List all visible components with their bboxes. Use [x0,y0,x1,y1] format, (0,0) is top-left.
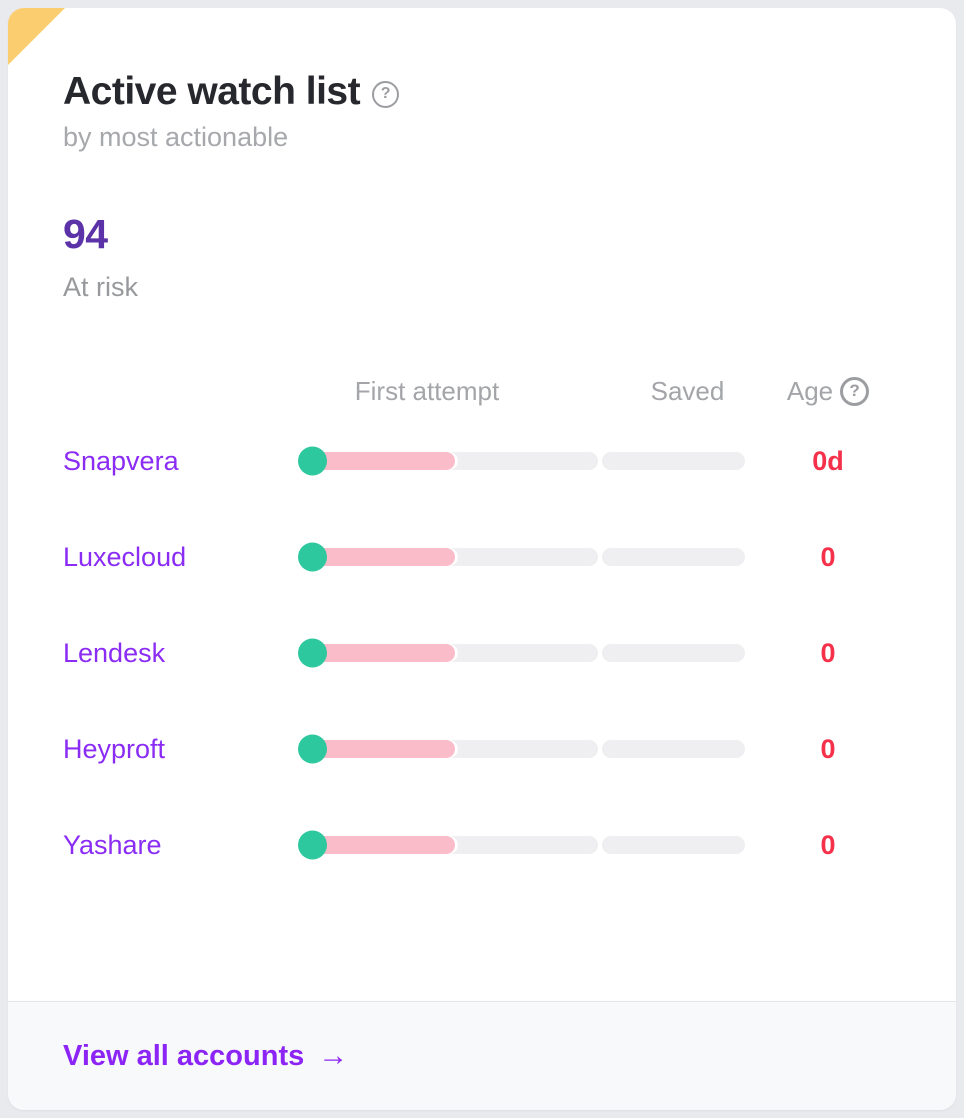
first-attempt-bar [298,830,598,860]
table-header-row: First attempt Saved Age ? [8,369,956,413]
account-name-link[interactable]: Luxecloud [63,541,187,572]
title-help-icon[interactable]: ? [372,80,400,108]
watch-list-table: First attempt Saved Age ? Snapvera 0d [8,369,956,893]
first-attempt-fill [300,644,455,662]
progress-dot-icon [298,638,327,668]
progress-dot-icon [298,542,327,572]
at-risk-label: At risk [63,272,139,302]
saved-bar [602,740,745,758]
progress-dot-icon [298,734,327,764]
page-title: Active watch list [63,70,361,113]
saved-column-header: Saved [650,375,725,406]
saved-bar [602,836,745,854]
saved-bar [602,548,745,566]
age-value: 0 [820,829,836,860]
account-name-link[interactable]: Snapvera [63,445,179,476]
table-row: Lendesk 0 [8,605,956,701]
first-attempt-fill [300,452,455,470]
account-name-link[interactable]: Lendesk [63,637,166,668]
at-risk-count: 94 [63,211,108,257]
view-all-accounts-link[interactable]: View all accounts → [63,1039,348,1073]
saved-bar [602,452,745,470]
age-help-icon[interactable]: ? [840,376,870,406]
first-attempt-fill [300,836,455,854]
table-row: Luxecloud 0 [8,509,956,605]
first-attempt-bar [298,734,598,764]
age-value: 0 [820,541,836,572]
card-footer: View all accounts → [8,1001,956,1110]
table-row: Yashare 0 [8,797,956,893]
first-attempt-column-header: First attempt [354,375,500,406]
arrow-right-icon: → [318,1039,349,1072]
account-name-link[interactable]: Heyproft [63,733,166,764]
age-value: 0 [820,637,836,668]
first-attempt-fill [300,740,455,758]
first-attempt-fill [300,548,455,566]
card-subtitle: by most actionable [63,122,289,152]
first-attempt-bar [298,446,598,476]
first-attempt-bar [298,638,598,668]
account-name-link[interactable]: Yashare [63,829,162,860]
at-risk-stat: 94 At risk [8,153,956,303]
progress-dot-icon [298,446,327,476]
age-value: 0d [812,445,844,476]
card-header: Active watch list ? by most actionable [8,8,956,153]
watch-list-card: Active watch list ? by most actionable 9… [8,8,956,1110]
table-row: Heyproft 0 [8,701,956,797]
age-value: 0 [820,733,836,764]
view-all-accounts-label: View all accounts [63,1039,305,1072]
progress-dot-icon [298,830,327,860]
age-column-header: Age [786,375,834,406]
first-attempt-bar [298,542,598,572]
table-row: Snapvera 0d [8,413,956,509]
watch-list-rows: Snapvera 0d Luxecloud 0 [8,413,956,893]
saved-bar [602,644,745,662]
